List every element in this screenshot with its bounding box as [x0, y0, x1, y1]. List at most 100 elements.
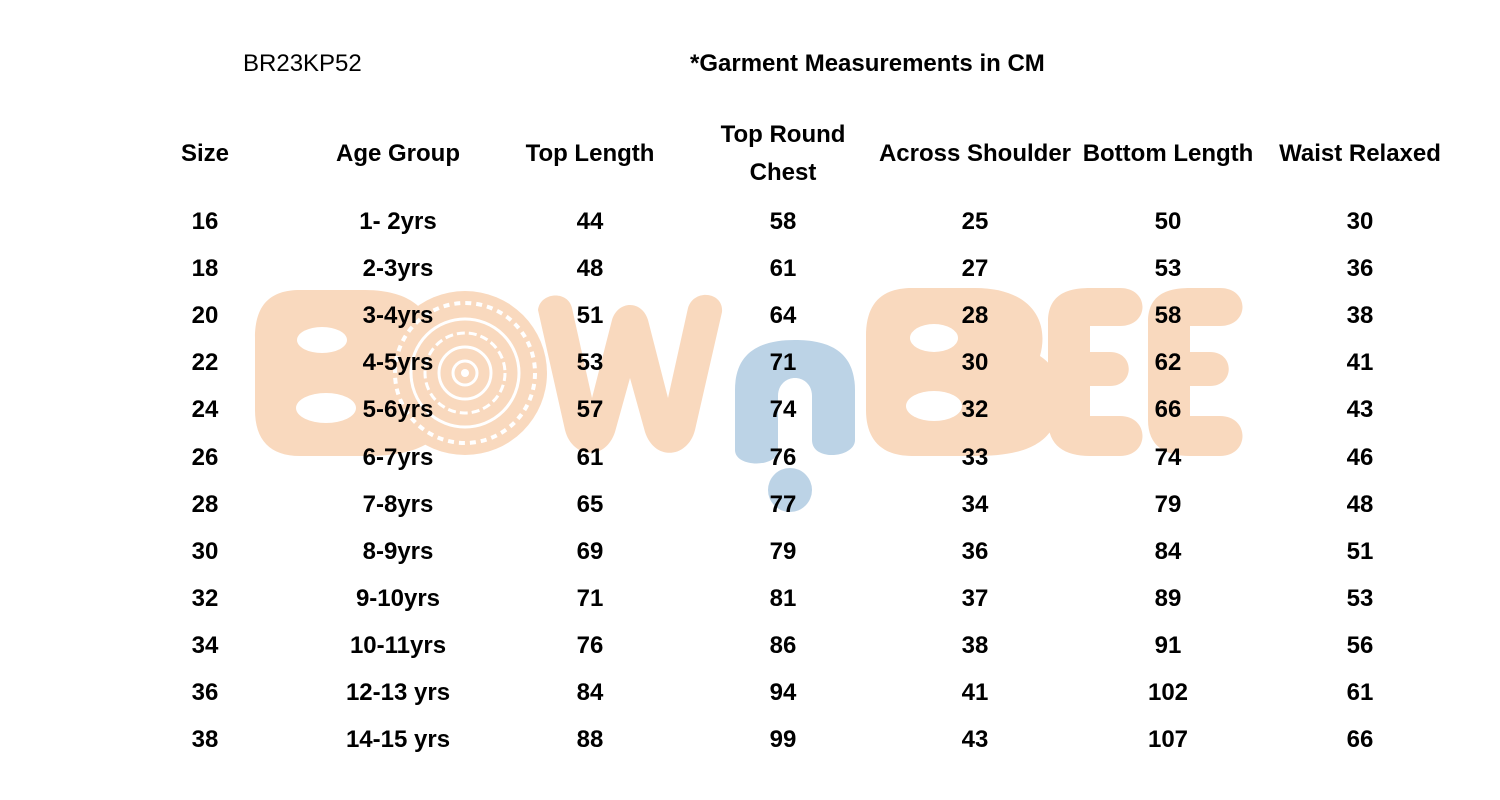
cell-size: 32	[191, 585, 219, 612]
cell-bottom-length: 84	[1154, 538, 1182, 565]
cell-bottom-length: 62	[1154, 349, 1182, 376]
cell-age-group: 3-4yrs	[362, 302, 434, 329]
cell-top-length: 88	[576, 726, 604, 753]
cell-top-round-chest: 71	[769, 349, 797, 376]
cell-bottom-length: 102	[1147, 679, 1189, 706]
cell-across-shoulder: 37	[961, 585, 989, 612]
style-code: BR23KP52	[243, 50, 362, 77]
cell-top-round-chest: 64	[769, 302, 797, 329]
watermark-letter-e2	[1148, 288, 1243, 456]
watermark-mandala	[383, 291, 547, 455]
cell-across-shoulder: 27	[961, 255, 989, 282]
cell-waist-relaxed: 61	[1346, 679, 1374, 706]
cell-across-shoulder: 33	[961, 444, 989, 471]
cell-age-group: 4-5yrs	[362, 349, 434, 376]
cell-size: 38	[191, 726, 219, 753]
header-top-round-chest: Top Round Chest	[720, 121, 846, 186]
cell-across-shoulder: 28	[961, 302, 989, 329]
watermark-letter-b2	[866, 288, 1062, 456]
cell-age-group: 1- 2yrs	[359, 208, 437, 235]
cell-across-shoulder: 38	[961, 632, 989, 659]
cell-across-shoulder: 43	[961, 726, 989, 753]
cell-age-group: 12-13 yrs	[345, 679, 451, 706]
cell-size: 36	[191, 679, 219, 706]
cell-age-group: 5-6yrs	[362, 396, 434, 423]
cell-top-length: 84	[576, 679, 604, 706]
cell-top-round-chest: 61	[769, 255, 797, 282]
cell-age-group: 9-10yrs	[355, 585, 441, 612]
cell-waist-relaxed: 43	[1346, 396, 1374, 423]
cell-waist-relaxed: 41	[1346, 349, 1374, 376]
cell-bottom-length: 107	[1147, 726, 1189, 753]
cell-top-round-chest: 86	[769, 632, 797, 659]
cell-top-round-chest: 77	[769, 491, 797, 518]
cell-waist-relaxed: 36	[1346, 255, 1374, 282]
cell-waist-relaxed: 56	[1346, 632, 1374, 659]
cell-across-shoulder: 32	[961, 396, 989, 423]
cell-across-shoulder: 36	[961, 538, 989, 565]
cell-waist-relaxed: 51	[1346, 538, 1374, 565]
cell-top-round-chest: 94	[769, 679, 797, 706]
cell-top-length: 44	[576, 208, 604, 235]
cell-top-length: 48	[576, 255, 604, 282]
cell-waist-relaxed: 66	[1346, 726, 1374, 753]
cell-age-group: 2-3yrs	[362, 255, 434, 282]
cell-size: 24	[191, 396, 219, 423]
cell-top-length: 65	[576, 491, 604, 518]
cell-size: 18	[191, 255, 219, 282]
cell-top-length: 57	[576, 396, 604, 423]
cell-bottom-length: 50	[1154, 208, 1182, 235]
watermark-letter-w	[538, 294, 723, 453]
cell-top-round-chest: 74	[769, 396, 797, 423]
cell-bottom-length: 89	[1154, 585, 1182, 612]
header-waist-relaxed: Waist Relaxed	[1279, 140, 1441, 167]
cell-across-shoulder: 41	[961, 679, 989, 706]
cell-age-group: 8-9yrs	[362, 538, 434, 565]
cell-size: 34	[191, 632, 219, 659]
cell-top-length: 51	[576, 302, 604, 329]
cell-across-shoulder: 34	[961, 491, 989, 518]
header-size: Size	[180, 140, 230, 167]
cell-size: 22	[191, 349, 219, 376]
cell-age-group: 14-15 yrs	[345, 726, 451, 753]
cell-age-group: 10-11yrs	[349, 632, 447, 659]
cell-top-round-chest: 79	[769, 538, 797, 565]
cell-bottom-length: 53	[1154, 255, 1182, 282]
cell-size: 26	[191, 444, 219, 471]
cell-top-round-chest: 76	[769, 444, 797, 471]
cell-top-round-chest: 58	[769, 208, 797, 235]
cell-top-length: 71	[576, 585, 604, 612]
header-bottom-length: Bottom Length	[1082, 140, 1254, 167]
cell-top-length: 69	[576, 538, 604, 565]
watermark-letter-e1	[1048, 288, 1143, 456]
watermark-letter-n	[735, 340, 855, 512]
cell-waist-relaxed: 38	[1346, 302, 1374, 329]
cell-top-length: 61	[576, 444, 604, 471]
cell-age-group: 7-8yrs	[362, 491, 434, 518]
cell-waist-relaxed: 48	[1346, 491, 1374, 518]
cell-bottom-length: 91	[1154, 632, 1182, 659]
cell-top-length: 76	[576, 632, 604, 659]
cell-size: 30	[191, 538, 219, 565]
header-top-length: Top Length	[525, 140, 655, 167]
cell-age-group: 6-7yrs	[362, 444, 434, 471]
cell-bottom-length: 66	[1154, 396, 1182, 423]
cell-across-shoulder: 25	[961, 208, 989, 235]
cell-size: 16	[191, 208, 219, 235]
cell-waist-relaxed: 53	[1346, 585, 1374, 612]
cell-bottom-length: 74	[1154, 444, 1182, 471]
header-age-group: Age Group	[336, 140, 460, 167]
cell-top-round-chest: 99	[769, 726, 797, 753]
measurement-unit-note: *Garment Measurements in CM	[690, 50, 1045, 77]
cell-size: 28	[191, 491, 219, 518]
header-across-shoulder: Across Shoulder	[878, 140, 1072, 167]
cell-waist-relaxed: 30	[1346, 208, 1374, 235]
cell-waist-relaxed: 46	[1346, 444, 1374, 471]
cell-bottom-length: 58	[1154, 302, 1182, 329]
cell-bottom-length: 79	[1154, 491, 1182, 518]
cell-across-shoulder: 30	[961, 349, 989, 376]
cell-top-round-chest: 81	[769, 585, 797, 612]
cell-top-length: 53	[576, 349, 604, 376]
cell-size: 20	[191, 302, 219, 329]
